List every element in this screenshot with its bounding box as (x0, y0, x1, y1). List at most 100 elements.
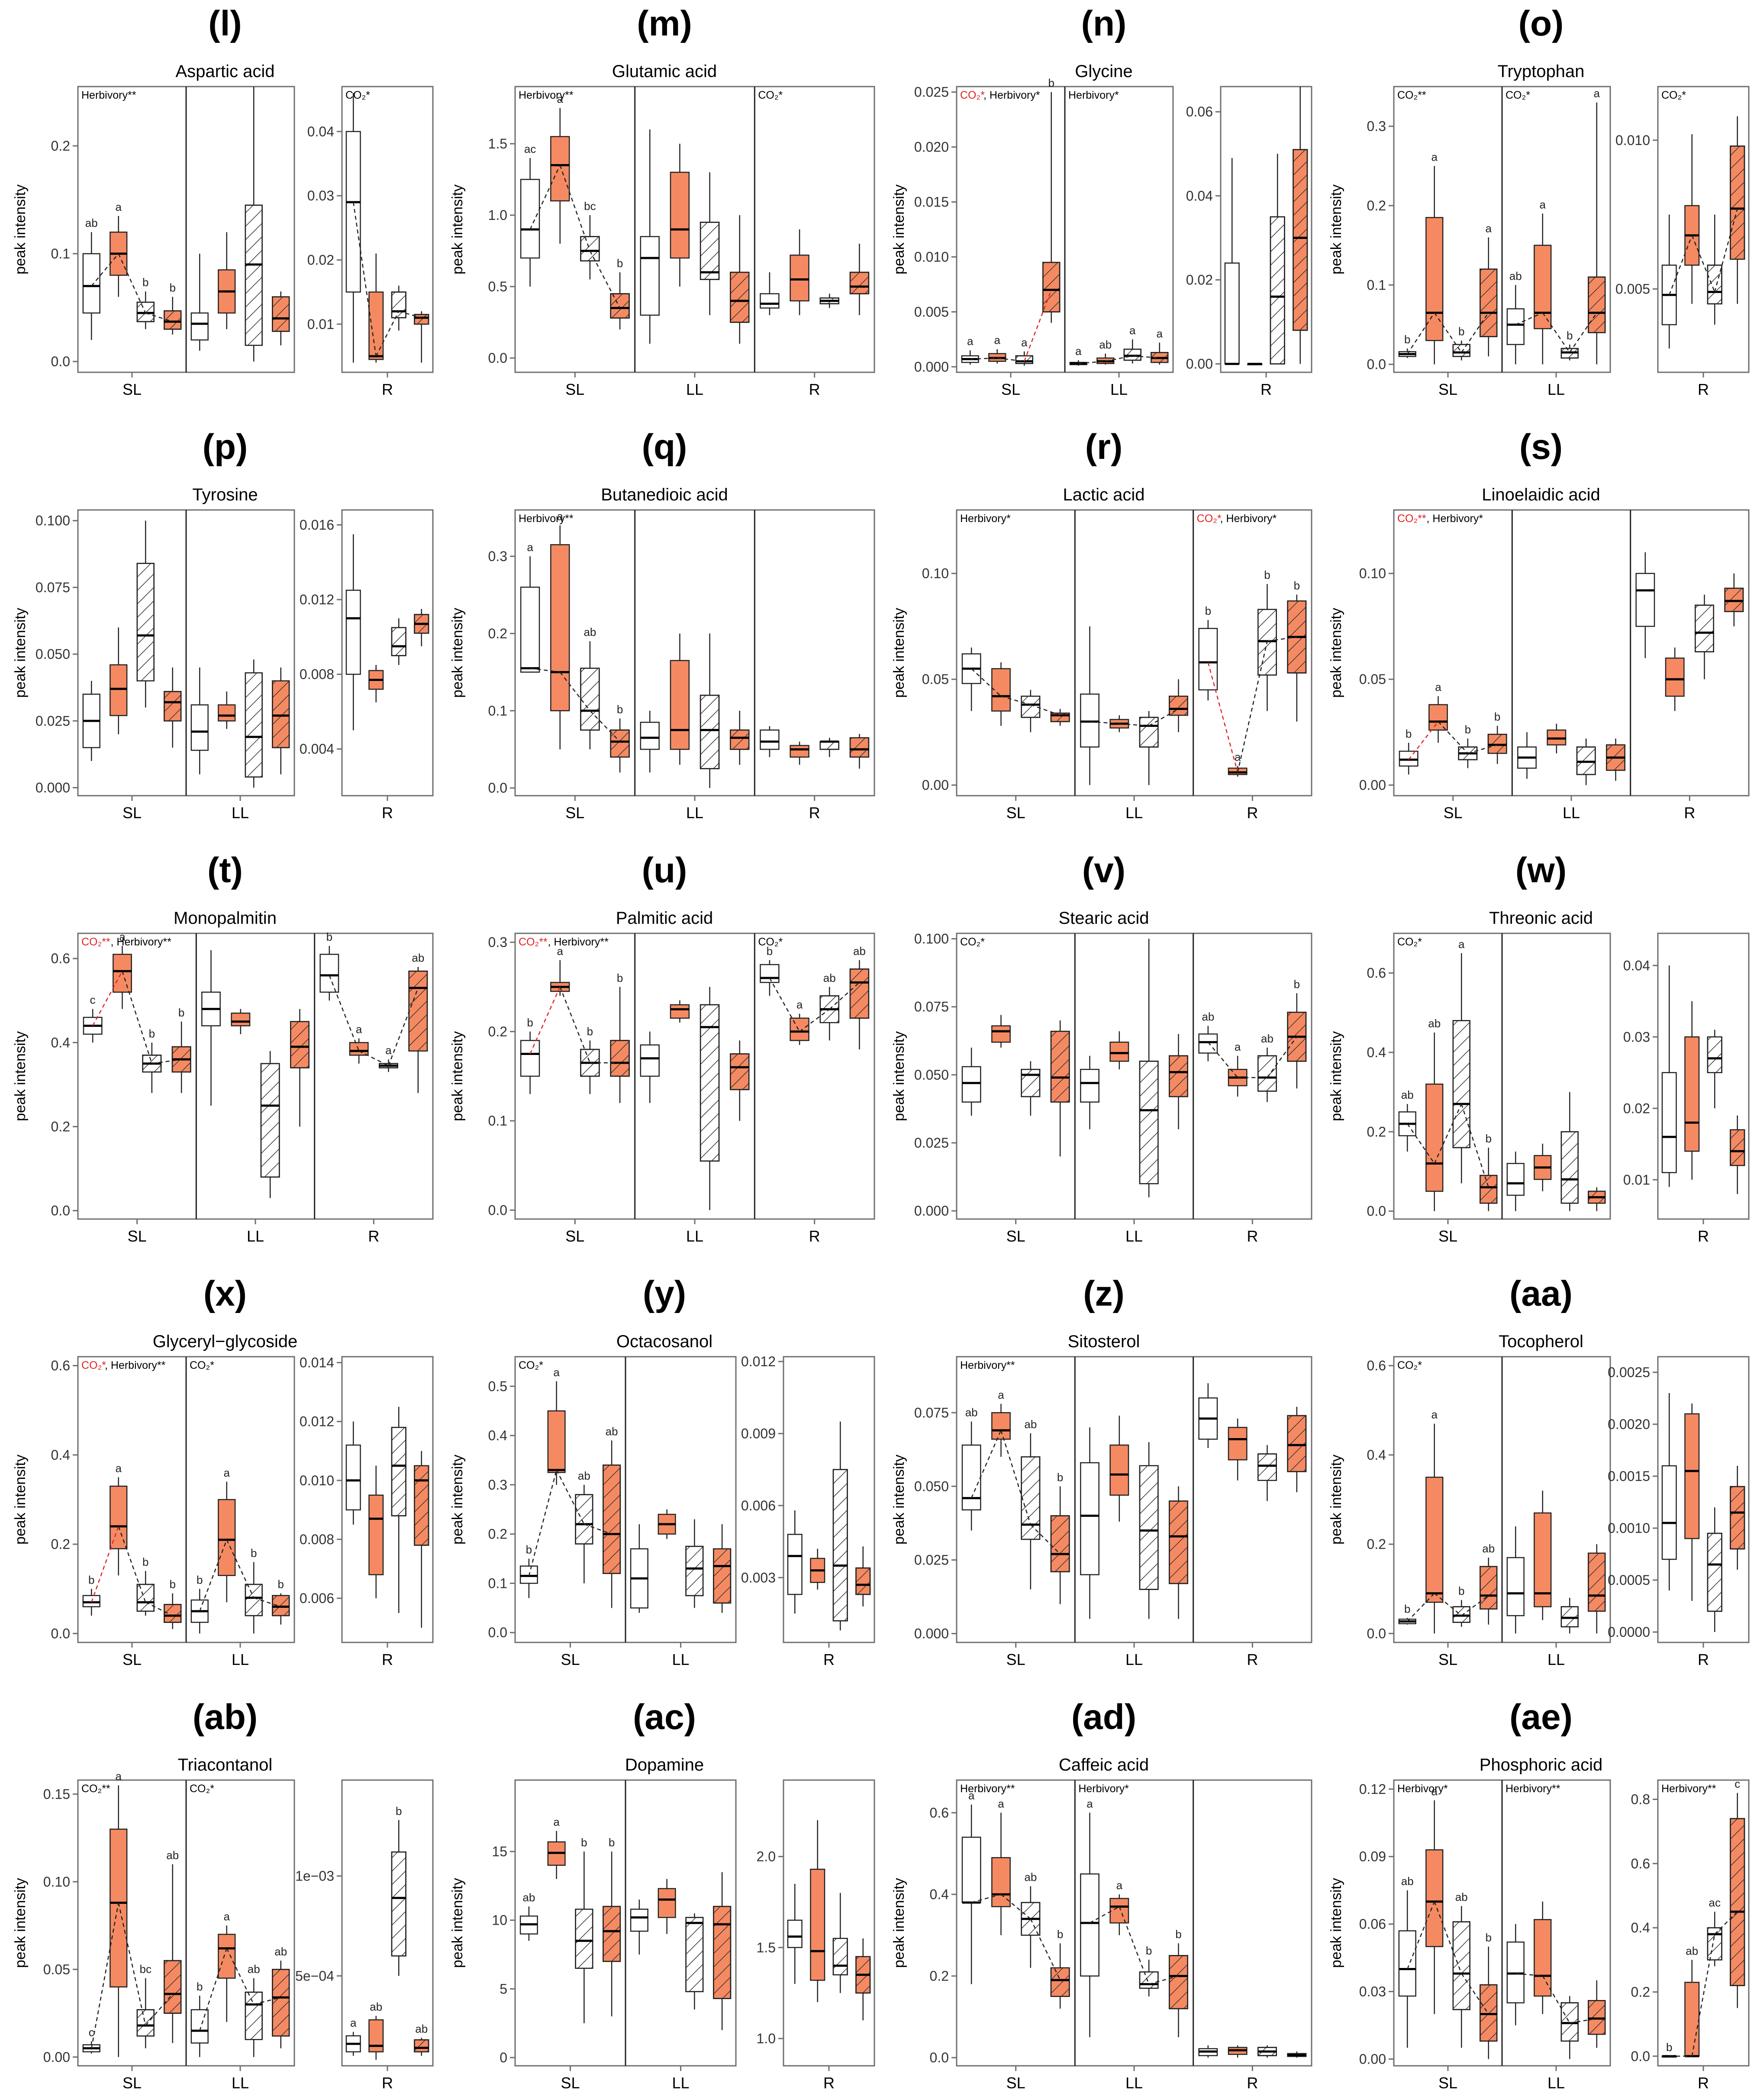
box-hatch (1480, 1174, 1498, 1204)
y-tick-label: 0.01 (1623, 1172, 1650, 1187)
cld-letter: b (197, 1980, 203, 1993)
x-tick-label: R (809, 381, 820, 398)
box-ambient-herbivory (391, 285, 406, 331)
significance-label: Herbivory* (1068, 89, 1119, 101)
cld-letter: b (617, 971, 623, 984)
box-elevated-control: a (1109, 1879, 1129, 1935)
box-body (319, 954, 339, 993)
box-elevated-herbivory: ab (849, 945, 870, 1050)
trend-dash-line (1714, 208, 1738, 292)
box-elevated-herbivory (1588, 1544, 1606, 1634)
x-tick-label: LL (232, 804, 249, 822)
y-axis-label: peak intensity (449, 184, 466, 274)
chart-panel-monopalmitin: (t) Monopalmitin peak intensity 0.0 0.2 0.4 0.… (12, 851, 434, 1245)
box-body (1684, 1036, 1700, 1152)
plot-frame-0: 0.0 0.1 0.2 0.3 0.4 0.5 CO₂* SL b a ab ab LL (488, 1356, 737, 1668)
box-hatch (849, 737, 870, 758)
x-tick-label: SL (1006, 1227, 1025, 1245)
cld-letter: b (527, 1016, 533, 1029)
box-ambient-herbivory (1021, 690, 1041, 732)
panel-letter: (s) (1519, 427, 1563, 467)
cld-letter: b (1146, 1944, 1152, 1957)
trend-dash-line (1001, 696, 1031, 705)
x-tick-label: SL (565, 381, 584, 398)
trend-dash-line (91, 1903, 119, 2048)
cld-letter: a (1021, 336, 1028, 349)
x-tick-label: SL (123, 381, 142, 398)
box-ambient-control (760, 272, 780, 315)
plot-border (1393, 509, 1750, 797)
cld-letter: ab (853, 945, 866, 958)
box-elevated-herbivory: b (272, 1578, 290, 1625)
cld-letter: a (1086, 1797, 1093, 1810)
trend-dash-line (769, 977, 800, 1032)
significance-label: Herbivory** (81, 89, 136, 101)
trend-dash-line (589, 250, 621, 309)
y-tick-label: 0.3 (488, 935, 507, 950)
plot-frame-1: 0.003 0.006 0.009 0.012 R (741, 1354, 875, 1668)
box-ambient-control (190, 667, 209, 774)
box-elevated-control: ab (1096, 338, 1115, 365)
y-tick-label: 0.5 (488, 1378, 507, 1394)
panel-letter: (n) (1081, 4, 1127, 43)
x-tick-label: R (382, 1651, 393, 1668)
box-elevated-herbivory: ab (1480, 1542, 1498, 1625)
x-tick-label: SL (123, 804, 142, 822)
x-tick-label: SL (1006, 2074, 1025, 2092)
y-tick-label: 0.4 (930, 1887, 949, 1902)
box-ambient-control (345, 1421, 361, 1525)
cld-letter: ab (1401, 1875, 1414, 1888)
cld-letter: b (142, 276, 148, 289)
box-hatch (1588, 276, 1606, 333)
y-axis-label: peak intensity (1328, 1878, 1344, 1968)
box-hatch (700, 1004, 720, 1162)
box-ambient-herbivory: ab (819, 971, 839, 1041)
box-ambient-control (1080, 1055, 1099, 1129)
plot-frame-1: 0.00 0.02 0.04 0.06 R (1186, 86, 1312, 398)
box-ambient-herbivory: a (1452, 938, 1470, 1184)
box-hatch (272, 1969, 290, 2037)
cld-letter: b (1666, 2041, 1672, 2054)
box-ambient-control: a (961, 335, 979, 365)
y-axis-label: peak intensity (12, 1878, 29, 1968)
box-body (1534, 245, 1552, 329)
box-elevated-control (218, 232, 236, 329)
cld-letter: b (178, 1006, 184, 1019)
box-elevated-herbivory: ab (272, 1945, 290, 2048)
y-tick-label: 0.005 (914, 304, 949, 319)
box-body (787, 1919, 803, 1948)
y-tick-label: 0.2 (51, 1119, 70, 1134)
y-tick-label: 0.03 (307, 188, 334, 203)
box-ambient-herbivory (1695, 594, 1714, 680)
box-ambient-herbivory (1139, 1442, 1159, 1619)
x-tick-label: SL (1438, 1227, 1457, 1245)
y-axis-label: peak intensity (449, 1031, 466, 1121)
box-elevated-control (1534, 1490, 1552, 1620)
cld-letter: c (90, 994, 96, 1006)
box-hatch (603, 1465, 621, 1574)
box-elevated-control: a (547, 1366, 566, 1485)
trend-dash-line (1089, 1906, 1120, 1924)
box-body (1506, 1941, 1525, 2003)
x-tick-label: LL (1125, 2074, 1143, 2092)
box-hatch (1730, 1486, 1745, 1550)
cld-letter: ab (965, 1406, 978, 1419)
box-ambient-herbivory (1707, 214, 1722, 325)
box-hatch (164, 1604, 182, 1623)
cld-letter: a (553, 1815, 560, 1828)
box-ambient-herbivory: ab (575, 1469, 593, 1584)
cld-letter: a (1116, 1879, 1123, 1892)
trend-dash-line (529, 987, 561, 1054)
box-elevated-control (670, 1000, 690, 1023)
trend-dash-line (1267, 636, 1297, 642)
box-ambient-control: c (82, 2026, 100, 2054)
box-body (1224, 262, 1240, 365)
box-elevated-herbivory (1730, 1115, 1745, 1194)
y-tick-label: 0.0 (488, 350, 507, 366)
box-elevated-herbivory (1169, 1486, 1188, 1619)
box-elevated-control: a (1425, 1408, 1444, 1634)
y-tick-label: 0.0 (488, 780, 507, 796)
box-hatch (164, 691, 182, 722)
y-tick-label: 1.0 (757, 2031, 776, 2046)
trend-dash-line (226, 1948, 255, 2005)
